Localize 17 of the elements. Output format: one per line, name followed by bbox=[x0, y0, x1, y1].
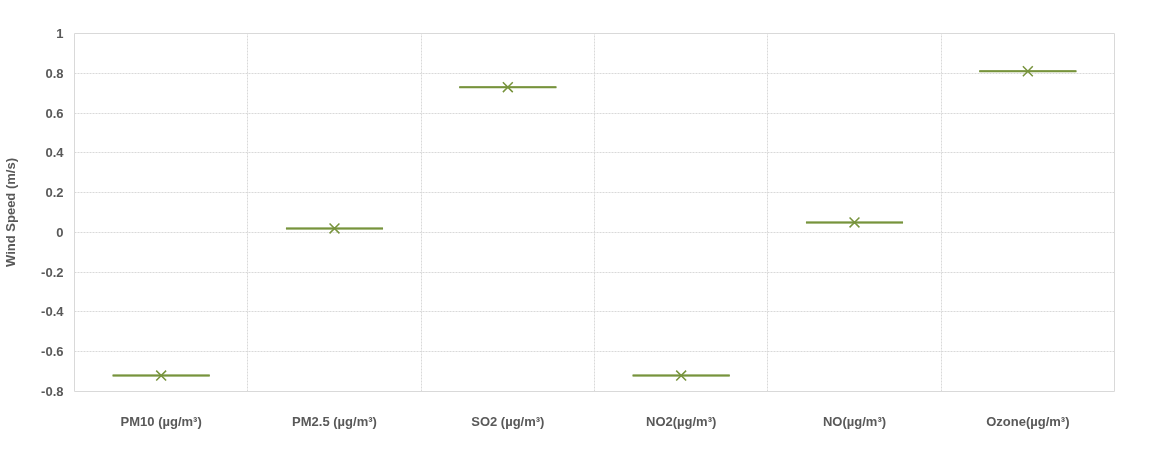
y-tick-label: 0.8 bbox=[45, 65, 64, 81]
y-tick-label: 1 bbox=[56, 26, 64, 41]
y-tick-label: -0.8 bbox=[41, 384, 64, 399]
x-tick-label: SO2 (µg/m³) bbox=[471, 413, 545, 429]
x-tick-label: NO(µg/m³) bbox=[822, 413, 887, 429]
y-tick-label: -0.2 bbox=[41, 264, 64, 280]
y-tick-label: -0.6 bbox=[41, 344, 64, 360]
y-tick-label: 0.4 bbox=[45, 145, 65, 161]
x-tick-label: PM2.5 (µg/m³) bbox=[292, 413, 377, 429]
y-tick-label: -0.4 bbox=[41, 304, 65, 320]
y-tick-label: 0.2 bbox=[45, 185, 64, 201]
x-tick-label: Ozone(µg/m³) bbox=[986, 413, 1070, 429]
x-tick-label: PM10 (µg/m³) bbox=[120, 413, 202, 429]
y-axis-title: Wind Speed (m/s) bbox=[3, 158, 19, 267]
y-tick-label: 0 bbox=[56, 224, 64, 240]
x-tick-label: NO2(µg/m³) bbox=[646, 413, 717, 429]
y-tick-label: 0.6 bbox=[45, 105, 64, 121]
